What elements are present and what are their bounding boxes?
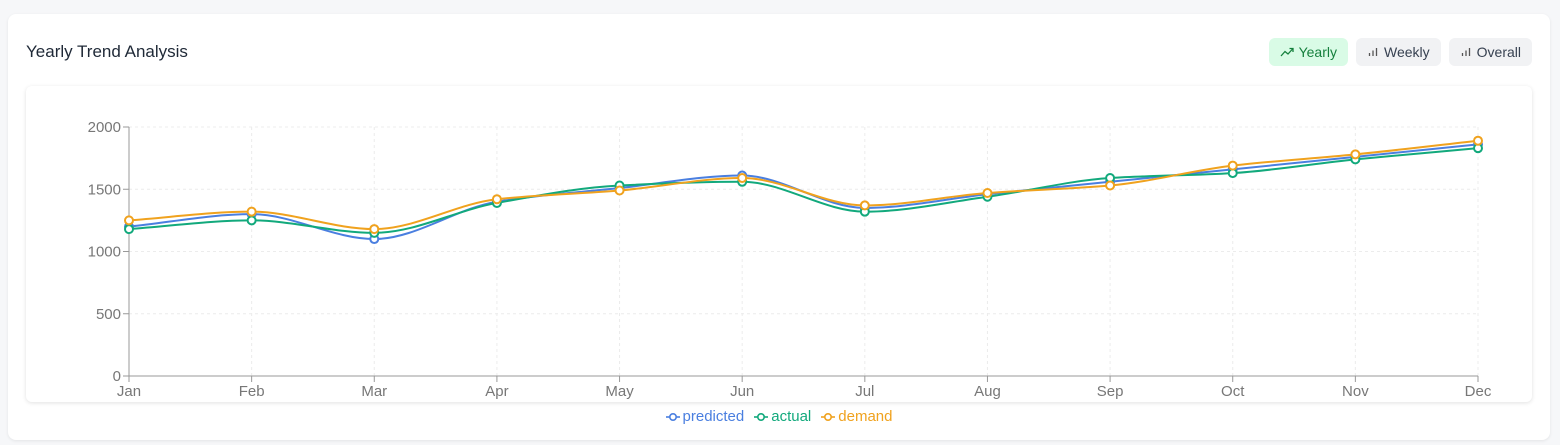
legend-item-demand[interactable]: demand: [821, 408, 892, 425]
legend-label: demand: [838, 408, 893, 425]
bar-chart-icon: [1460, 46, 1472, 58]
x-tick-label: Feb: [239, 383, 265, 400]
data-point-demand[interactable]: [246, 206, 257, 217]
data-point-demand[interactable]: [491, 194, 502, 205]
data-point-demand[interactable]: [859, 200, 870, 211]
data-point-demand[interactable]: [1227, 160, 1238, 171]
y-tick-label: 500: [96, 306, 121, 323]
legend-line-icon: [754, 412, 769, 421]
legend-label: predicted: [682, 408, 745, 425]
legend-item-actual[interactable]: actual: [754, 408, 811, 425]
data-point-demand[interactable]: [982, 187, 993, 198]
y-tick-label: 2000: [88, 119, 121, 136]
x-tick-label: Jun: [730, 383, 754, 400]
data-point-demand[interactable]: [1473, 135, 1483, 146]
data-point-demand[interactable]: [124, 215, 134, 226]
x-tick-label: Apr: [485, 383, 508, 400]
y-tick-label: 0: [113, 368, 121, 385]
page-title: Yearly Trend Analysis: [26, 42, 188, 61]
data-point-demand[interactable]: [614, 185, 625, 196]
data-point-actual[interactable]: [246, 215, 257, 226]
x-tick-label: Nov: [1342, 383, 1369, 400]
line-chart: 0 500 1000 1500 2000 Jan Feb Mar Apr May Jun Jul Aug…: [88, 119, 1492, 400]
legend-label: actual: [771, 408, 812, 425]
data-point-actual[interactable]: [124, 224, 134, 235]
x-tick-label: May: [605, 383, 634, 400]
trending-up-icon: [1280, 45, 1294, 59]
data-point-demand[interactable]: [369, 224, 380, 235]
x-tick-label: Oct: [1221, 383, 1245, 400]
data-point-demand[interactable]: [1350, 149, 1361, 160]
x-tick-label: Aug: [974, 383, 1001, 400]
data-point-demand[interactable]: [737, 173, 748, 184]
yearly-toggle-button[interactable]: Yearly: [1268, 38, 1348, 66]
chart-legend: predicted actual demand: [8, 408, 1550, 425]
weekly-toggle-label: Weekly: [1383, 44, 1430, 60]
legend-line-icon: [665, 412, 680, 421]
legend-line-icon: [821, 412, 836, 421]
data-point-demand[interactable]: [1105, 180, 1116, 191]
trend-card: Yearly Trend Analysis Yearly Weekly: [8, 14, 1550, 440]
series-line-demand: [128, 139, 1479, 231]
y-tick-label: 1000: [88, 244, 121, 261]
x-tick-label: Mar: [361, 383, 387, 400]
x-tick-label: Sep: [1097, 383, 1124, 400]
x-tick-label: Jan: [117, 383, 141, 400]
chart-panel: [26, 86, 1532, 402]
weekly-toggle-button[interactable]: Weekly: [1355, 38, 1441, 66]
series-line-actual: [128, 147, 1479, 234]
view-toggle-group: Yearly Weekly Overall: [1268, 38, 1532, 66]
x-tick-label: Jul: [855, 383, 874, 400]
yearly-toggle-label: Yearly: [1298, 44, 1337, 60]
legend-item-predicted[interactable]: predicted: [665, 408, 745, 425]
overall-toggle-button[interactable]: Overall: [1448, 38, 1532, 66]
x-tick-label: Dec: [1465, 383, 1492, 400]
bar-chart-icon: [1367, 46, 1379, 58]
y-tick-label: 1500: [88, 181, 121, 198]
overall-toggle-label: Overall: [1476, 44, 1521, 60]
